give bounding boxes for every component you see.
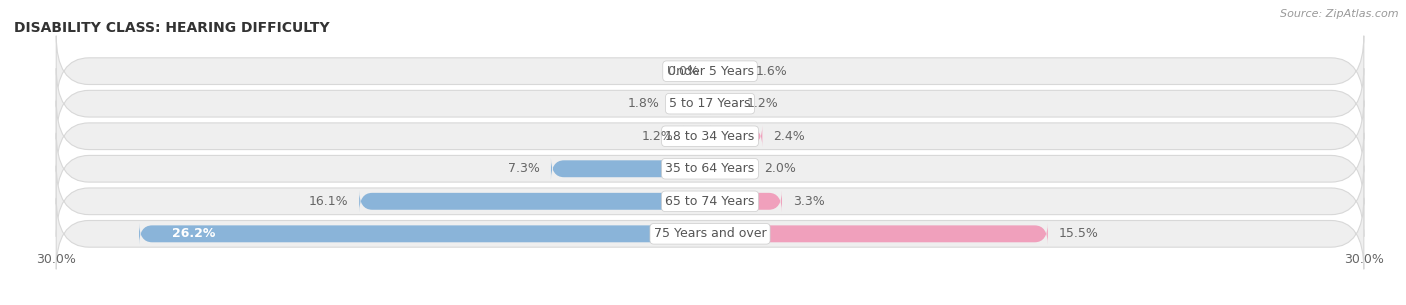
FancyBboxPatch shape bbox=[671, 93, 710, 115]
FancyBboxPatch shape bbox=[56, 68, 1364, 139]
FancyBboxPatch shape bbox=[710, 158, 754, 180]
Text: 16.1%: 16.1% bbox=[309, 195, 349, 208]
FancyBboxPatch shape bbox=[683, 125, 710, 147]
Text: 75 Years and over: 75 Years and over bbox=[654, 227, 766, 240]
Text: 7.3%: 7.3% bbox=[508, 162, 540, 175]
Text: Under 5 Years: Under 5 Years bbox=[666, 65, 754, 78]
FancyBboxPatch shape bbox=[359, 190, 710, 212]
Text: 3.3%: 3.3% bbox=[793, 195, 824, 208]
FancyBboxPatch shape bbox=[56, 198, 1364, 269]
FancyBboxPatch shape bbox=[56, 166, 1364, 237]
FancyBboxPatch shape bbox=[139, 223, 710, 245]
Text: 5 to 17 Years: 5 to 17 Years bbox=[669, 97, 751, 110]
Text: 2.0%: 2.0% bbox=[765, 162, 796, 175]
Text: 2.4%: 2.4% bbox=[773, 130, 806, 143]
Text: 15.5%: 15.5% bbox=[1059, 227, 1098, 240]
Text: 35 to 64 Years: 35 to 64 Years bbox=[665, 162, 755, 175]
FancyBboxPatch shape bbox=[56, 133, 1364, 204]
FancyBboxPatch shape bbox=[710, 223, 1047, 245]
FancyBboxPatch shape bbox=[710, 93, 737, 115]
Text: 1.2%: 1.2% bbox=[641, 130, 673, 143]
Text: DISABILITY CLASS: HEARING DIFFICULTY: DISABILITY CLASS: HEARING DIFFICULTY bbox=[14, 21, 329, 35]
FancyBboxPatch shape bbox=[551, 158, 710, 180]
Text: 26.2%: 26.2% bbox=[172, 227, 215, 240]
FancyBboxPatch shape bbox=[56, 36, 1364, 107]
Text: 18 to 34 Years: 18 to 34 Years bbox=[665, 130, 755, 143]
Text: 1.6%: 1.6% bbox=[756, 65, 787, 78]
FancyBboxPatch shape bbox=[710, 125, 762, 147]
FancyBboxPatch shape bbox=[56, 101, 1364, 172]
FancyBboxPatch shape bbox=[710, 190, 782, 212]
Text: 0.0%: 0.0% bbox=[666, 65, 699, 78]
Text: 1.2%: 1.2% bbox=[747, 97, 779, 110]
Text: Source: ZipAtlas.com: Source: ZipAtlas.com bbox=[1281, 9, 1399, 19]
Text: 65 to 74 Years: 65 to 74 Years bbox=[665, 195, 755, 208]
FancyBboxPatch shape bbox=[710, 60, 745, 82]
Text: 1.8%: 1.8% bbox=[628, 97, 659, 110]
